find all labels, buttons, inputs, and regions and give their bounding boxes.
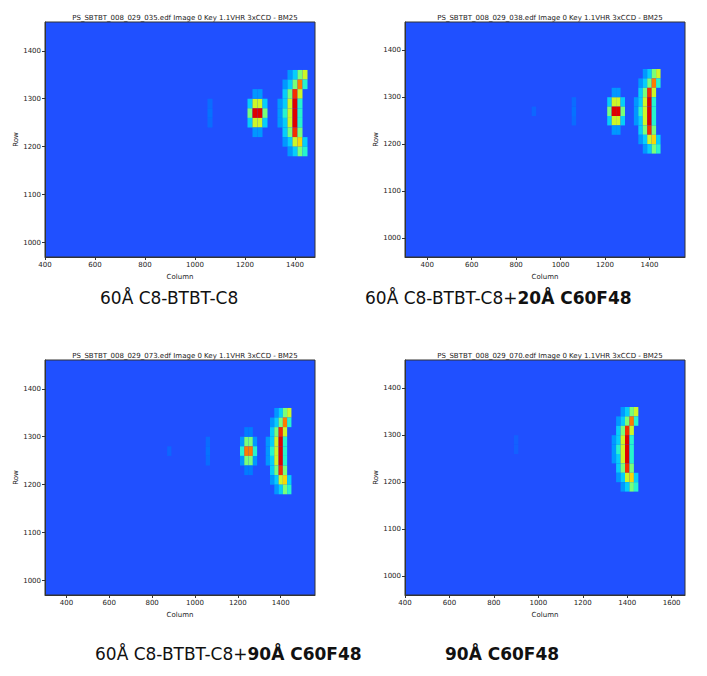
svg-text:1000: 1000 <box>186 261 204 269</box>
svg-text:600: 600 <box>88 261 101 269</box>
svg-text:1300: 1300 <box>383 93 401 101</box>
svg-text:1200: 1200 <box>236 261 254 269</box>
svg-text:400: 400 <box>398 599 411 607</box>
svg-text:Column: Column <box>167 611 194 619</box>
svg-text:PS_SBTBT_008_029_035.edf Image: PS_SBTBT_008_029_035.edf Image 0 Key 1.1… <box>72 14 298 22</box>
svg-text:60Å C8-BTBT-C8+: 60Å C8-BTBT-C8+ <box>365 287 517 308</box>
svg-text:600: 600 <box>443 599 456 607</box>
svg-text:1000: 1000 <box>383 572 401 580</box>
svg-text:PS_SBTBT_008_029_073.edf Image: PS_SBTBT_008_029_073.edf Image 0 Key 1.1… <box>72 352 298 360</box>
svg-text:1000: 1000 <box>529 599 547 607</box>
svg-text:800: 800 <box>138 261 151 269</box>
svg-text:Row: Row <box>372 132 380 147</box>
svg-text:Column: Column <box>532 273 559 281</box>
svg-text:PS_SBTBT_008_029_070.edf Image: PS_SBTBT_008_029_070.edf Image 0 Key 1.1… <box>437 352 663 360</box>
svg-text:800: 800 <box>509 261 522 269</box>
svg-text:400: 400 <box>38 261 51 269</box>
svg-text:1000: 1000 <box>552 261 570 269</box>
svg-text:1300: 1300 <box>383 431 401 439</box>
svg-text:1000: 1000 <box>186 599 204 607</box>
svg-text:Row: Row <box>372 470 380 485</box>
svg-text:Column: Column <box>167 273 194 281</box>
svg-text:1200: 1200 <box>229 599 247 607</box>
svg-text:1200: 1200 <box>383 140 401 148</box>
svg-text:1000: 1000 <box>383 234 401 242</box>
svg-text:800: 800 <box>145 599 158 607</box>
svg-text:1400: 1400 <box>383 384 401 392</box>
svg-text:90Å C60F48: 90Å C60F48 <box>247 642 361 664</box>
svg-text:1200: 1200 <box>383 478 401 486</box>
svg-text:60Å C8-BTBT-C8+: 60Å C8-BTBT-C8+ <box>95 643 247 664</box>
svg-text:1100: 1100 <box>383 525 401 533</box>
svg-text:400: 400 <box>421 261 434 269</box>
svg-text:1400: 1400 <box>23 385 41 393</box>
svg-text:1400: 1400 <box>618 599 636 607</box>
svg-text:1300: 1300 <box>23 433 41 441</box>
svg-text:600: 600 <box>103 599 116 607</box>
svg-text:1400: 1400 <box>286 261 304 269</box>
svg-text:PS_SBTBT_008_029_038.edf Image: PS_SBTBT_008_029_038.edf Image 0 Key 1.1… <box>437 14 663 22</box>
svg-text:Column: Column <box>532 611 559 619</box>
svg-text:1400: 1400 <box>641 261 659 269</box>
svg-text:60Å C8-BTBT-C8: 60Å C8-BTBT-C8 <box>100 287 238 308</box>
svg-text:400: 400 <box>60 599 73 607</box>
svg-text:1000: 1000 <box>23 239 41 247</box>
svg-text:1400: 1400 <box>383 46 401 54</box>
svg-text:1400: 1400 <box>23 47 41 55</box>
svg-text:1100: 1100 <box>383 187 401 195</box>
svg-text:1100: 1100 <box>23 191 41 199</box>
svg-text:800: 800 <box>487 599 500 607</box>
svg-text:Row: Row <box>12 132 20 147</box>
svg-text:Row: Row <box>12 470 20 485</box>
svg-text:90Å C60F48: 90Å C60F48 <box>445 642 559 664</box>
svg-text:20Å C60F48: 20Å C60F48 <box>517 286 631 308</box>
svg-text:1100: 1100 <box>23 529 41 537</box>
svg-text:1200: 1200 <box>596 261 614 269</box>
svg-text:1200: 1200 <box>23 143 41 151</box>
svg-text:600: 600 <box>465 261 478 269</box>
svg-text:1600: 1600 <box>663 599 681 607</box>
svg-text:1200: 1200 <box>23 481 41 489</box>
svg-text:1200: 1200 <box>574 599 592 607</box>
svg-text:1000: 1000 <box>23 577 41 585</box>
svg-text:1400: 1400 <box>272 599 290 607</box>
svg-text:1300: 1300 <box>23 95 41 103</box>
